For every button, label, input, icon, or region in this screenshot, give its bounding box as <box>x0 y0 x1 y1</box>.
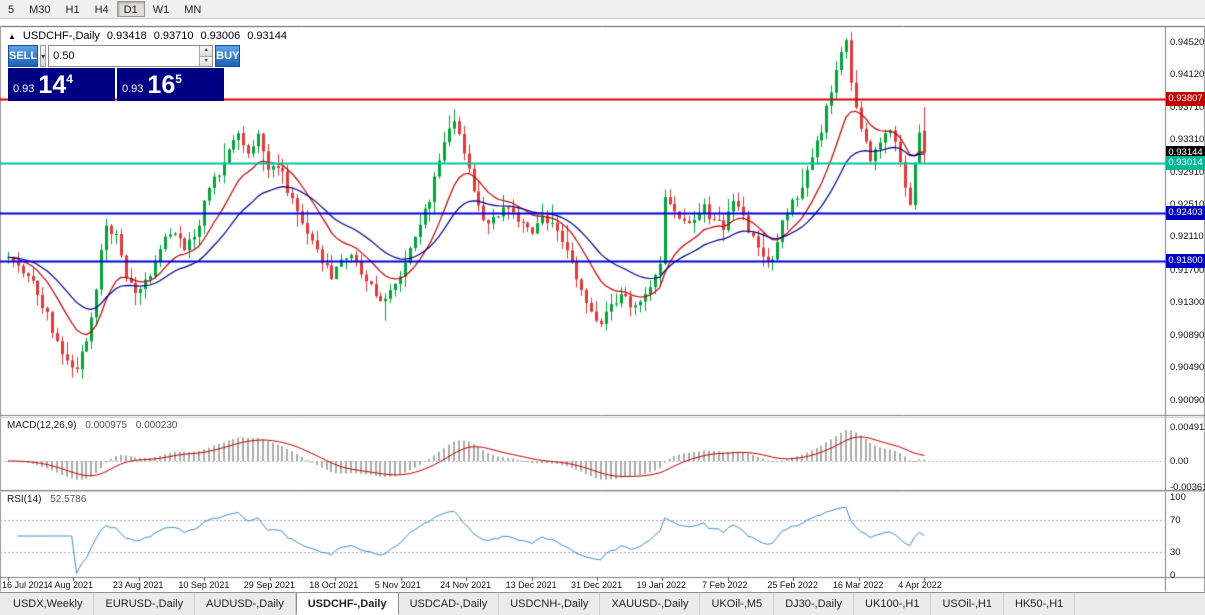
price-tag-0.92403: 0.92403 <box>1166 205 1205 220</box>
price-axis-label: 0.94520 <box>1170 36 1205 48</box>
sell-button[interactable]: SELL <box>8 45 39 67</box>
chart-tab-audusd-daily[interactable]: AUDUSD-,Daily <box>195 593 296 615</box>
collapse-arrow-icon: ▲ <box>8 31 16 41</box>
sell-price-sup: 4 <box>66 72 73 86</box>
buy-button[interactable]: BUY <box>215 45 241 67</box>
time-axis-label: 16 Jul 2021 <box>2 580 49 590</box>
rsi-axis-label: 0 <box>1170 570 1176 581</box>
macd-axis-label: 0.00 <box>1170 456 1189 467</box>
price-axis-label: 0.93310 <box>1170 134 1205 146</box>
time-axis-label: 16 Mar 2022 <box>832 580 884 590</box>
rsi-indicator-label: RSI(14) 52.5786 <box>7 494 86 505</box>
time-axis-label: 25 Feb 2022 <box>767 580 818 590</box>
price-tag-0.91800: 0.91800 <box>1166 254 1205 269</box>
price-axis-label: 0.92510 <box>1170 199 1205 211</box>
time-axis-label: 19 Jan 2022 <box>636 580 687 590</box>
time-axis-label: 23 Aug 2021 <box>112 580 164 590</box>
chart-tab-xauusd-daily[interactable]: XAUUSD-,Daily <box>600 593 701 615</box>
rsi-axis-label: 30 <box>1170 546 1181 558</box>
volume-field[interactable]: ▴ ▾ <box>48 45 214 67</box>
timeframe-button-mn[interactable]: MN <box>184 4 202 16</box>
ohlc-low: 0.93006 <box>200 30 241 42</box>
timeframe-button-d1[interactable]: D1 <box>116 1 145 17</box>
sell-price-display[interactable]: 0.93 14 4 <box>8 68 115 101</box>
price-tag-0.93807: 0.93807 <box>1166 92 1205 107</box>
spinner-down-icon[interactable]: ▾ <box>199 56 213 66</box>
macd-axis-label: -0.00361 <box>1170 482 1205 493</box>
macd-axis-label: 0.004913 <box>1170 422 1205 433</box>
volume-dropdown-button[interactable]: ▾ <box>40 45 47 67</box>
chart-tab-hk50-h1[interactable]: HK50-,H1 <box>1004 593 1076 615</box>
price-tag-0.93144: 0.93144 <box>1166 145 1205 160</box>
ohlc-close: 0.93144 <box>247 30 287 42</box>
chart-tab-usdx-weekly[interactable]: USDX,Weekly <box>2 593 95 615</box>
time-axis-label: 10 Sep 2021 <box>178 580 230 590</box>
rsi-value: 52.5786 <box>50 494 87 505</box>
time-axis-label: 13 Dec 2021 <box>505 580 557 590</box>
macd-name: MACD(12,26,9) <box>7 420 77 431</box>
macd-main-value: 0.000975 <box>85 420 127 431</box>
buy-price-sup: 5 <box>175 72 182 86</box>
rsi-name: RSI(14) <box>7 494 42 505</box>
buy-price-big: 16 <box>147 71 176 99</box>
price-axis-label: 0.91300 <box>1170 296 1205 308</box>
one-click-trading-panel: SELL ▾ ▴ ▾ BUY 0.93 14 4 0.93 16 5 <box>8 45 241 101</box>
time-axis-label: 31 Dec 2021 <box>571 580 623 590</box>
price-axis-label: 0.94120 <box>1170 68 1205 80</box>
price-axis-label: 0.92110 <box>1170 231 1204 243</box>
macd-indicator-label: MACD(12,26,9) 0.000975 0.000230 <box>7 420 177 431</box>
chart-tab-uk100-h1[interactable]: UK100-,H1 <box>854 593 932 615</box>
chart-tab-ukoil-m5[interactable]: UKOil-,M5 <box>700 593 775 615</box>
price-tag-0.93014: 0.93014 <box>1166 156 1205 171</box>
time-axis-label: 24 Nov 2021 <box>440 580 492 590</box>
price-axis-label: 0.91700 <box>1170 264 1205 276</box>
chart-tab-usdcnh-daily[interactable]: USDCNH-,Daily <box>499 593 601 615</box>
macd-signal-value: 0.000230 <box>135 420 178 431</box>
symbol-title: USDCHF-,Daily <box>22 30 100 42</box>
time-axis-label: 5 Nov 2021 <box>374 580 421 590</box>
time-axis-label: 7 Feb 2022 <box>701 580 748 590</box>
buy-price-small: 0.93 <box>122 83 144 95</box>
timeframe-button-m30[interactable]: M30 <box>29 4 51 16</box>
chart-tab-eurusd-daily[interactable]: EURUSD-,Daily <box>94 593 196 615</box>
ohlc-header: ▲ USDCHF-,Daily 0.93418 0.93710 0.93006 … <box>8 30 287 42</box>
timeframe-button-h1[interactable]: H1 <box>65 4 80 16</box>
sell-price-small: 0.93 <box>13 83 35 95</box>
volume-spinner: ▴ ▾ <box>199 46 213 66</box>
time-axis-label: 4 Apr 2022 <box>898 580 942 590</box>
buy-price-display[interactable]: 0.93 16 5 <box>117 68 224 101</box>
time-axis-label: 29 Sep 2021 <box>243 580 295 590</box>
price-axis-label: 0.93710 <box>1170 102 1205 114</box>
price-axis-label: 0.90490 <box>1170 362 1205 374</box>
chart-tab-dj30-daily[interactable]: DJ30-,Daily <box>774 593 855 615</box>
chart-tab-usdcad-daily[interactable]: USDCAD-,Daily <box>399 593 500 615</box>
price-axis-label: 0.90090 <box>1170 394 1205 406</box>
price-axis-label: 0.92910 <box>1170 166 1205 178</box>
chevron-down-icon: ▾ <box>41 51 46 61</box>
chart-tab-usoil-h1[interactable]: USOil-,H1 <box>931 593 1004 615</box>
rsi-axis-label: 100 <box>1170 492 1186 503</box>
spinner-up-icon[interactable]: ▴ <box>199 46 213 57</box>
time-axis-label: 4 Aug 2021 <box>47 580 93 590</box>
volume-input[interactable] <box>49 46 200 66</box>
timeframe-button-5[interactable]: 5 <box>8 4 15 16</box>
timeframe-button-h4[interactable]: H4 <box>94 4 109 16</box>
time-axis-label: 18 Oct 2021 <box>309 580 359 590</box>
chart-tabs-bar: USDX,Weekly EURUSD-,Daily AUDUSD-,Daily USD… <box>0 592 1205 615</box>
ohlc-open: 0.93418 <box>106 30 147 42</box>
chart-tab-usdchf-daily[interactable]: USDCHF-,Daily <box>295 593 399 615</box>
timeframe-toolbar: 5 M30 H1 H4 D1 W1 MN <box>0 0 1205 19</box>
timeframe-button-w1[interactable]: W1 <box>152 4 170 16</box>
sell-price-big: 14 <box>38 71 67 99</box>
price-axis-label: 0.90890 <box>1170 329 1205 341</box>
rsi-axis-label: 70 <box>1170 515 1181 527</box>
ohlc-high: 0.93710 <box>153 30 194 42</box>
